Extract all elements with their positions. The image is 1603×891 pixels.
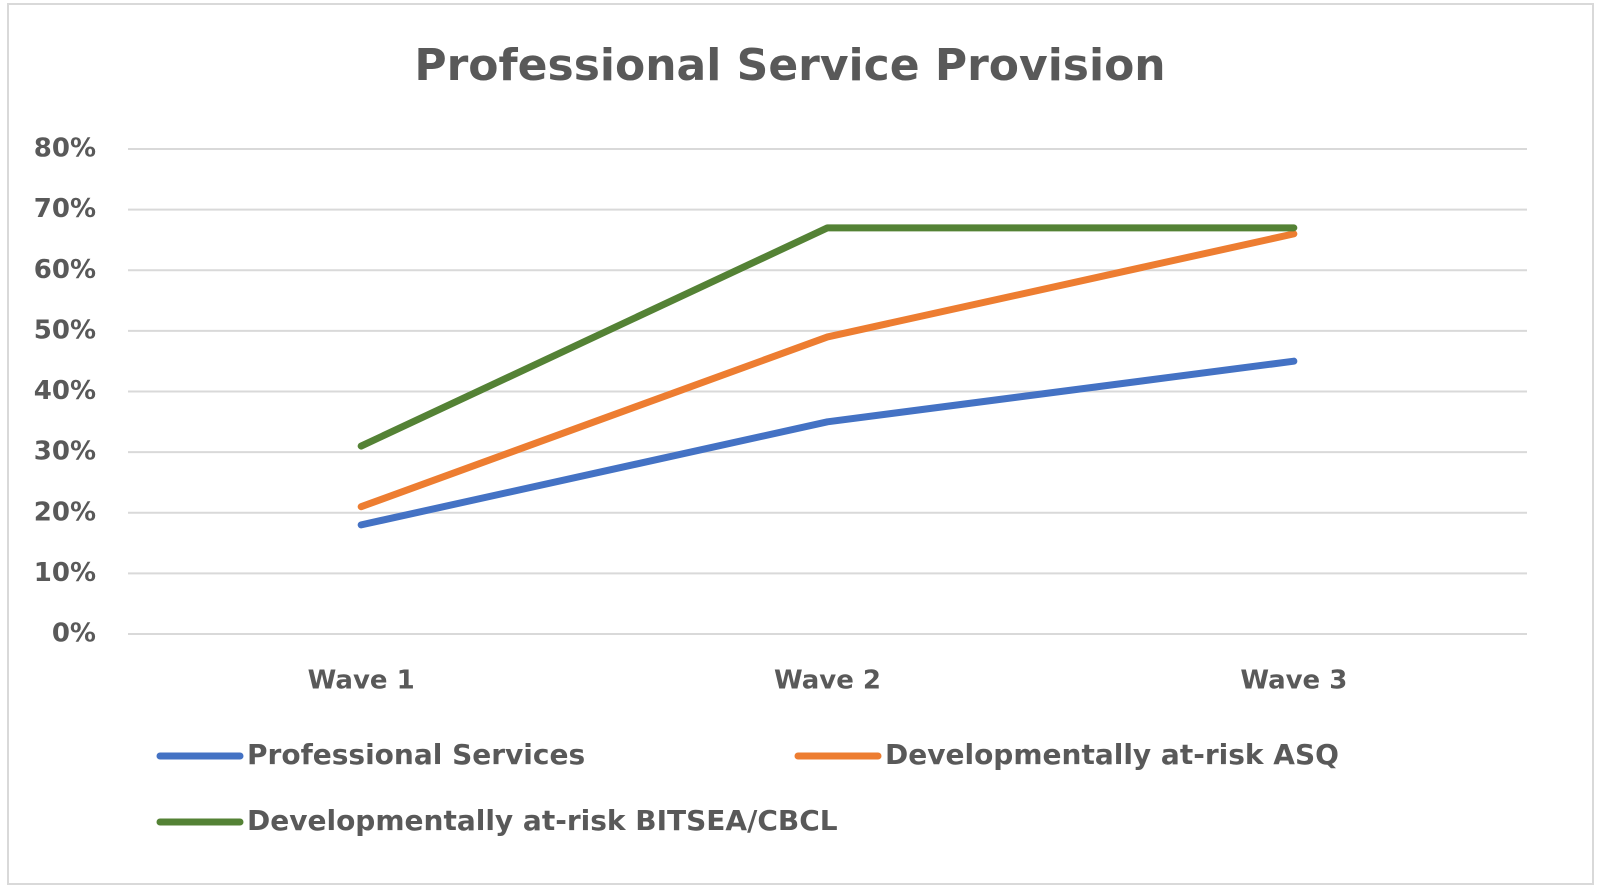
legend-label: Developmentally at-risk BITSEA/CBCL <box>247 804 838 837</box>
y-tick-label: 10% <box>34 558 96 588</box>
y-tick-label: 70% <box>34 194 96 224</box>
legend-label: Professional Services <box>247 738 585 771</box>
series-line <box>357 357 1298 529</box>
y-tick-label: 0% <box>52 619 96 649</box>
chart-title: Professional Service Provision <box>414 40 1165 91</box>
series-line <box>357 224 1298 450</box>
x-tick-label: Wave 2 <box>774 666 881 696</box>
y-tick-label: 40% <box>34 376 96 406</box>
y-tick-label: 50% <box>34 315 96 345</box>
x-tick-label: Wave 3 <box>1240 666 1347 696</box>
x-tick-label: Wave 1 <box>308 666 415 696</box>
y-tick-label: 60% <box>34 255 96 285</box>
chart-border <box>7 3 1594 885</box>
y-tick-label: 20% <box>34 497 96 527</box>
y-tick-label: 30% <box>34 437 96 467</box>
legend-label: Developmentally at-risk ASQ <box>885 738 1339 771</box>
y-tick-label: 80% <box>34 134 96 164</box>
series-line <box>357 230 1298 511</box>
